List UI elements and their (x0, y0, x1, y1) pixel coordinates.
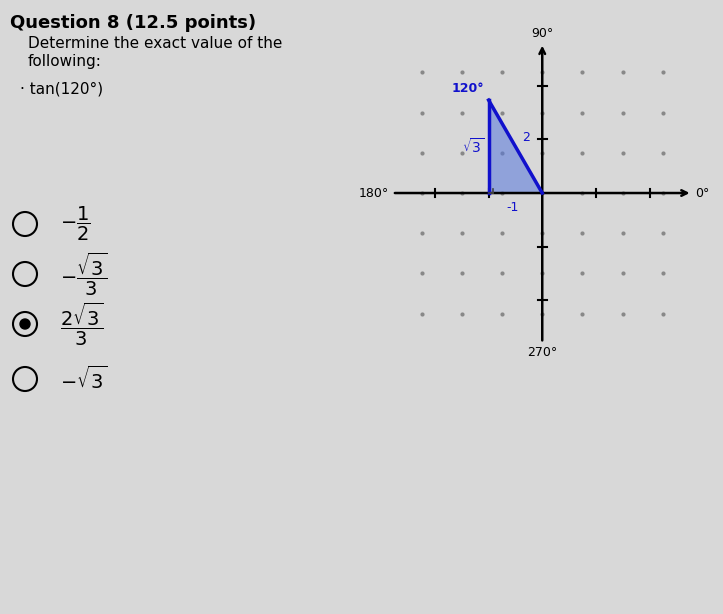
Text: $\sqrt{3}$: $\sqrt{3}$ (462, 137, 484, 156)
Text: Determine the exact value of the: Determine the exact value of the (28, 36, 283, 51)
Text: 2: 2 (522, 131, 530, 144)
Text: 90°: 90° (531, 27, 553, 40)
Text: 180°: 180° (359, 187, 390, 200)
Polygon shape (489, 100, 542, 193)
Text: · tan(120°): · tan(120°) (20, 82, 103, 97)
Text: $\dfrac{2\sqrt{3}}{3}$: $\dfrac{2\sqrt{3}}{3}$ (60, 300, 103, 348)
Text: $-\dfrac{1}{2}$: $-\dfrac{1}{2}$ (60, 205, 91, 243)
Text: 0°: 0° (695, 187, 709, 200)
Circle shape (20, 319, 30, 329)
Text: Question 8 (12.5 points): Question 8 (12.5 points) (10, 14, 256, 32)
Text: $-\sqrt{3}$: $-\sqrt{3}$ (60, 365, 107, 392)
Text: -1: -1 (507, 201, 519, 214)
Text: 120°: 120° (452, 82, 484, 95)
Text: 270°: 270° (527, 346, 557, 359)
Text: following:: following: (28, 54, 102, 69)
Text: $-\dfrac{\sqrt{3}}{3}$: $-\dfrac{\sqrt{3}}{3}$ (60, 251, 107, 298)
